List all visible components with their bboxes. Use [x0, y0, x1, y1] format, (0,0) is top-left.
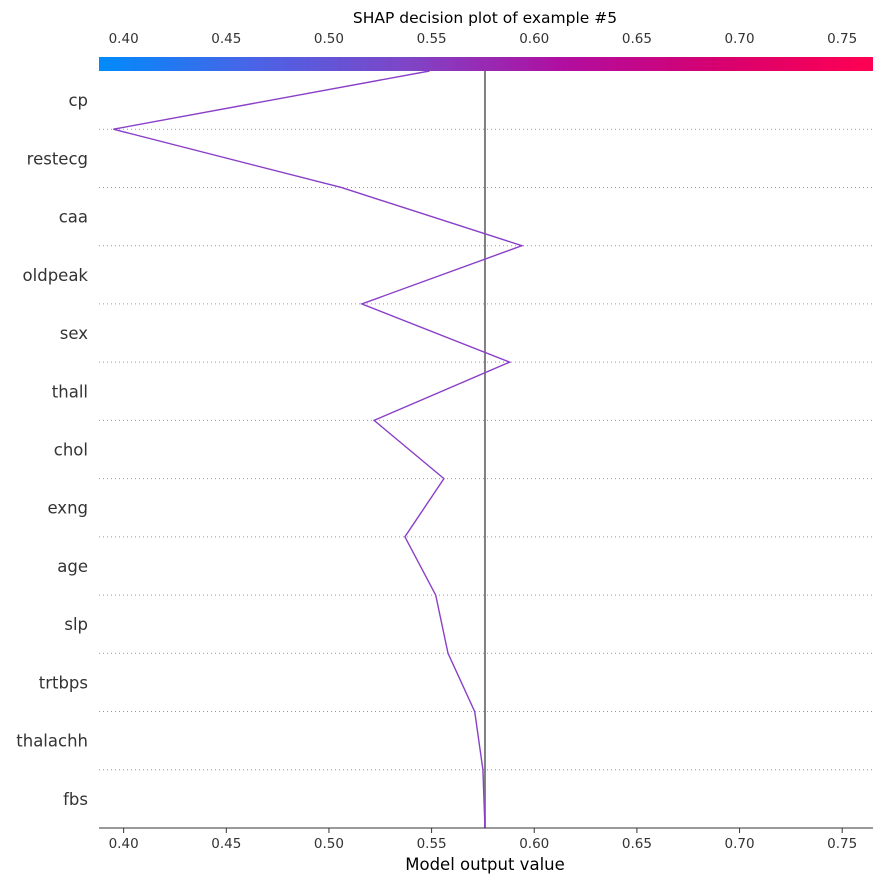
feature-label-cp: cp	[68, 91, 88, 110]
top-tick-labels: 0.40 0.45 0.50 0.55 0.60 0.65 0.70 0.75	[109, 31, 858, 47]
bottom-tick-label: 0.55	[417, 836, 447, 852]
top-tick-label: 0.50	[314, 31, 344, 47]
feature-label-exng: exng	[47, 499, 88, 518]
top-tick-label: 0.75	[827, 31, 857, 47]
top-tick-label: 0.45	[211, 31, 241, 47]
feature-labels: cp restecg caa oldpeak sex thall chol exng age sl…	[16, 91, 88, 809]
bottom-tick-label: 0.45	[211, 836, 241, 852]
top-tick-label: 0.60	[519, 31, 549, 47]
feature-label-chol: chol	[54, 441, 88, 460]
chart-title: SHAP decision plot of example #5	[353, 9, 617, 27]
feature-label-slp: slp	[64, 615, 88, 634]
bottom-tick-label: 0.70	[725, 836, 755, 852]
bottom-tick-label: 0.60	[519, 836, 549, 852]
bottom-tick-label: 0.50	[314, 836, 344, 852]
feature-label-oldpeak: oldpeak	[23, 266, 89, 285]
top-tick-label: 0.70	[725, 31, 755, 47]
decision-path	[113, 70, 525, 829]
colorbar	[99, 57, 873, 71]
gridlines	[99, 128, 873, 771]
feature-label-trtbps: trtbps	[39, 673, 88, 692]
bottom-tick-label: 0.40	[109, 836, 139, 852]
x-axis-title: Model output value	[405, 855, 565, 874]
feature-label-restecg: restecg	[27, 149, 88, 168]
top-tick-label: 0.40	[109, 31, 139, 47]
feature-label-thalachh: thalachh	[16, 732, 88, 751]
bottom-tick-label: 0.75	[827, 836, 857, 852]
top-tick-label: 0.55	[417, 31, 447, 47]
feature-label-sex: sex	[60, 324, 88, 343]
feature-label-caa: caa	[59, 208, 88, 227]
bottom-tick-label: 0.65	[622, 836, 652, 852]
feature-label-age: age	[57, 557, 88, 576]
feature-label-fbs: fbs	[63, 790, 88, 809]
top-tick-label: 0.65	[622, 31, 652, 47]
bottom-tick-labels: 0.40 0.45 0.50 0.55 0.60 0.65 0.70 0.75	[109, 828, 857, 852]
feature-label-thall: thall	[52, 382, 88, 401]
